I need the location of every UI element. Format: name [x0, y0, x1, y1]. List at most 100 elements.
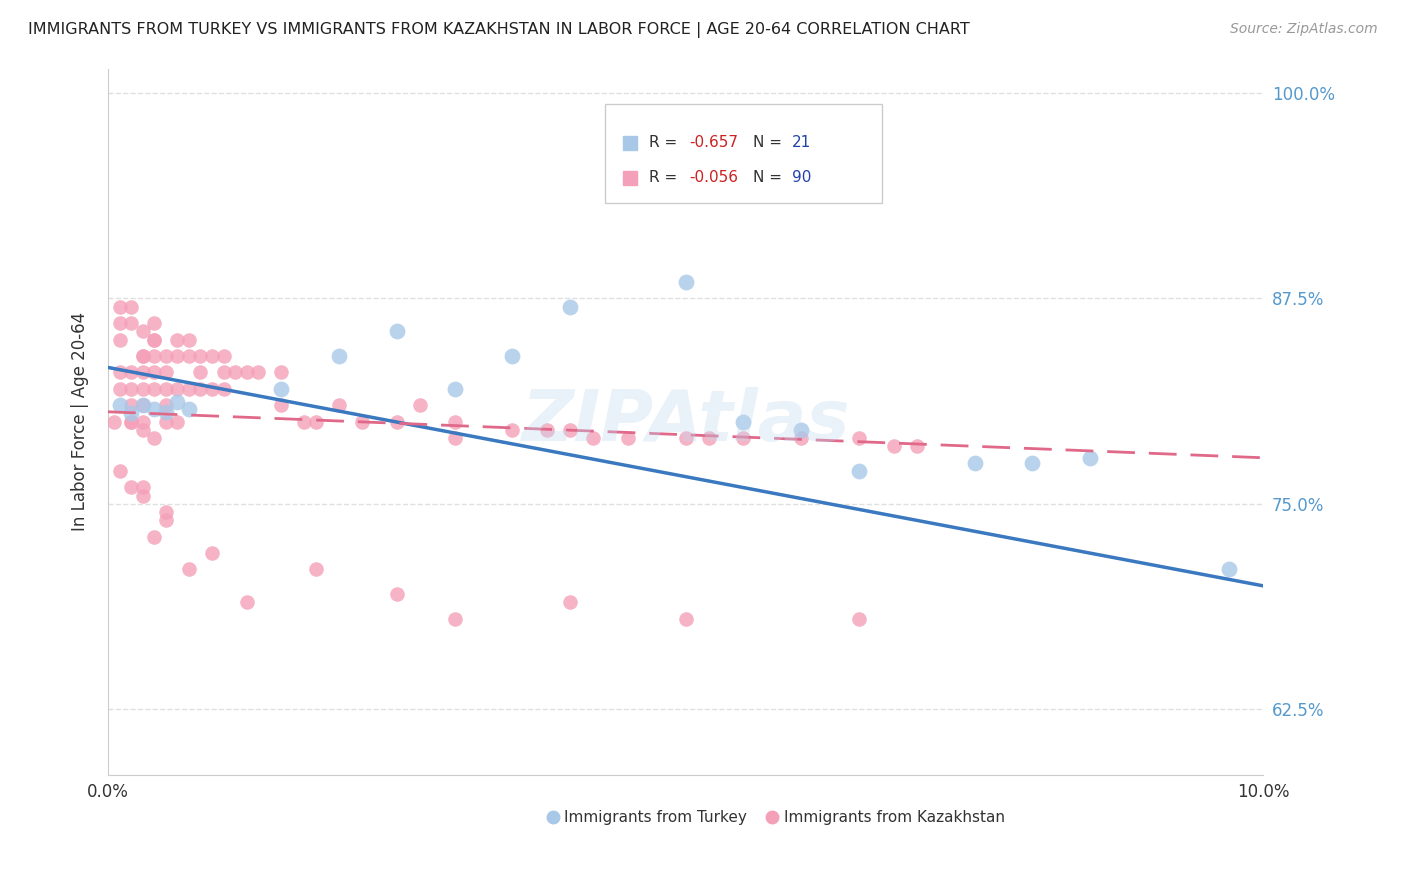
- Point: [443, 431, 465, 445]
- Text: R =: R =: [648, 170, 682, 186]
- Point: [143, 431, 166, 445]
- Point: [190, 365, 212, 379]
- Point: [1218, 562, 1240, 576]
- Point: [328, 398, 350, 412]
- Point: [201, 382, 224, 396]
- Text: -0.056: -0.056: [689, 170, 738, 186]
- Point: [385, 415, 408, 429]
- Point: [848, 431, 870, 445]
- Text: Source: ZipAtlas.com: Source: ZipAtlas.com: [1230, 22, 1378, 37]
- Point: [166, 415, 188, 429]
- Point: [177, 382, 200, 396]
- Point: [201, 546, 224, 560]
- Point: [443, 415, 465, 429]
- Point: [883, 439, 905, 453]
- Text: Immigrants from Kazakhstan: Immigrants from Kazakhstan: [785, 810, 1005, 824]
- Point: [733, 431, 755, 445]
- Point: [270, 398, 292, 412]
- Point: [790, 431, 813, 445]
- Point: [120, 316, 142, 330]
- Point: [501, 423, 523, 437]
- Point: [617, 431, 640, 445]
- Text: ZIPAtlas: ZIPAtlas: [522, 387, 851, 456]
- Text: Immigrants from Turkey: Immigrants from Turkey: [564, 810, 747, 824]
- Point: [143, 401, 166, 416]
- Point: [143, 349, 166, 363]
- Point: [155, 382, 177, 396]
- Point: [675, 275, 697, 289]
- Point: [905, 439, 928, 453]
- Point: [177, 349, 200, 363]
- Point: [108, 382, 131, 396]
- Point: [848, 612, 870, 626]
- Point: [120, 480, 142, 494]
- Point: [536, 423, 558, 437]
- Point: [212, 365, 235, 379]
- Point: [560, 300, 582, 314]
- Point: [582, 431, 605, 445]
- Point: [675, 431, 697, 445]
- Point: [131, 349, 153, 363]
- Point: [131, 382, 153, 396]
- Point: [108, 398, 131, 412]
- Point: [166, 382, 188, 396]
- Point: [1021, 456, 1043, 470]
- Point: [131, 365, 153, 379]
- Point: [385, 324, 408, 338]
- Text: 90: 90: [792, 170, 811, 186]
- Point: [790, 423, 813, 437]
- Point: [409, 398, 432, 412]
- Point: [108, 300, 131, 314]
- Point: [131, 398, 153, 412]
- Point: [143, 530, 166, 544]
- Point: [675, 612, 697, 626]
- Point: [108, 365, 131, 379]
- Point: [155, 365, 177, 379]
- Point: [177, 401, 200, 416]
- Point: [560, 595, 582, 609]
- Point: [166, 349, 188, 363]
- Point: [305, 562, 328, 576]
- Point: [143, 333, 166, 347]
- Point: [294, 415, 316, 429]
- Point: [131, 480, 153, 494]
- Point: [108, 464, 131, 478]
- Point: [328, 349, 350, 363]
- Point: [190, 382, 212, 396]
- Point: [120, 415, 142, 429]
- Point: [235, 365, 257, 379]
- Point: [212, 382, 235, 396]
- Text: N =: N =: [752, 170, 786, 186]
- FancyBboxPatch shape: [605, 103, 882, 202]
- Point: [697, 431, 720, 445]
- Text: N =: N =: [752, 136, 786, 150]
- Point: [131, 415, 153, 429]
- Point: [120, 365, 142, 379]
- Point: [155, 398, 177, 412]
- Point: [143, 333, 166, 347]
- Point: [103, 415, 125, 429]
- Point: [155, 405, 177, 419]
- Point: [143, 365, 166, 379]
- Text: IMMIGRANTS FROM TURKEY VS IMMIGRANTS FROM KAZAKHSTAN IN LABOR FORCE | AGE 20-64 : IMMIGRANTS FROM TURKEY VS IMMIGRANTS FRO…: [28, 22, 970, 38]
- Point: [212, 349, 235, 363]
- Point: [120, 300, 142, 314]
- Point: [733, 415, 755, 429]
- Point: [1078, 450, 1101, 465]
- Text: 21: 21: [792, 136, 811, 150]
- Point: [352, 415, 374, 429]
- Point: [131, 349, 153, 363]
- Point: [235, 595, 257, 609]
- Point: [155, 513, 177, 527]
- Point: [108, 333, 131, 347]
- Point: [143, 382, 166, 396]
- Point: [443, 612, 465, 626]
- Point: [155, 505, 177, 519]
- Point: [120, 382, 142, 396]
- Point: [177, 333, 200, 347]
- Point: [143, 316, 166, 330]
- Point: [385, 587, 408, 601]
- Point: [270, 365, 292, 379]
- Point: [166, 333, 188, 347]
- Point: [177, 562, 200, 576]
